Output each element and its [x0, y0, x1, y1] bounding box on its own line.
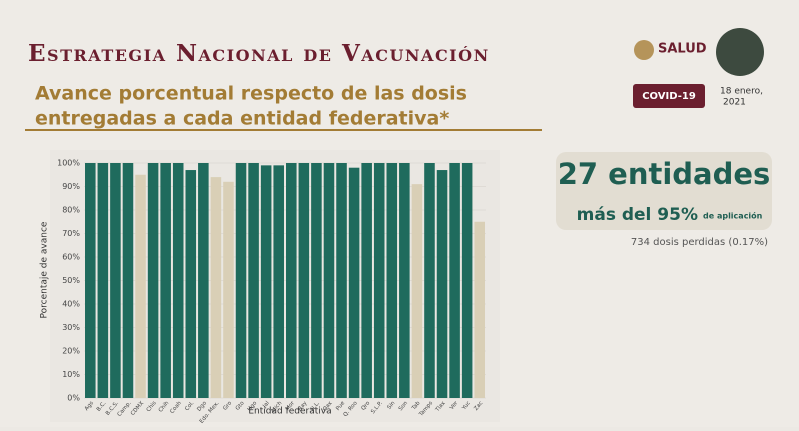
- bar: [424, 163, 435, 398]
- slide-title: Estrategia Nacional de Vacunación: [28, 40, 490, 67]
- bar: [260, 165, 272, 398]
- logo-2021: [716, 28, 764, 76]
- x-tick-label: Ags: [84, 400, 95, 412]
- x-tick-label: Nay: [297, 400, 309, 413]
- x-tick-label: Son: [398, 400, 410, 412]
- subtitle: Avance porcentual respecto de las dosis: [35, 83, 467, 105]
- bar: [147, 163, 159, 398]
- x-tick-label: Col.: [184, 400, 195, 412]
- highlight-box: [556, 152, 772, 230]
- bar: [135, 174, 146, 398]
- plot: 0% 10% 20% 30% 40% 50% 60% 70% 80% 90% 100% Ags B.C.…: [57, 159, 486, 425]
- y-tick-label: 70%: [62, 229, 80, 238]
- bar: [373, 163, 385, 398]
- bar: [348, 167, 360, 398]
- bar: [248, 163, 259, 398]
- x-tick-label: Yuc: [461, 400, 472, 412]
- bar: [474, 221, 485, 398]
- x-tick-label: Gro: [222, 400, 233, 412]
- x-tick-label: Zac: [473, 400, 484, 412]
- x-tick-label: Pue: [335, 400, 346, 412]
- x-tick-label: Ver: [449, 400, 460, 411]
- y-tick-label: 90%: [62, 182, 80, 191]
- date: 2021: [723, 98, 746, 108]
- bar: [172, 163, 184, 398]
- x-tick-label: Sin: [386, 400, 396, 411]
- badge-text: COVID-19: [642, 91, 696, 102]
- x-axis-label: Entidad federativa: [248, 407, 331, 417]
- logo-icon: [634, 40, 654, 60]
- date: 18 enero,: [720, 87, 763, 97]
- x-tick-label: B.C.: [96, 400, 108, 413]
- bar: [223, 181, 234, 398]
- y-tick-label: 60%: [62, 253, 80, 262]
- y-tick-label: 10%: [62, 370, 80, 379]
- bar: [298, 163, 310, 398]
- x-tick-label: Tab: [410, 400, 422, 412]
- highlight-sub: más del 95%: [577, 205, 698, 225]
- x-tick-label: Qro: [360, 400, 371, 412]
- bar: [449, 163, 460, 398]
- y-tick-label: 100%: [57, 159, 80, 168]
- bar: [273, 165, 284, 398]
- highlight-small: de aplicación: [703, 211, 763, 221]
- bar: [436, 170, 448, 398]
- bar: [122, 163, 134, 398]
- badge: [633, 84, 705, 108]
- y-axis-label: Porcentaje de avance: [40, 221, 50, 318]
- bar: [85, 163, 96, 398]
- subtitle: entregadas a cada entidad federativa*: [35, 108, 449, 130]
- x-tick-label: N.L.: [310, 400, 322, 412]
- y-tick-label: 50%: [62, 276, 80, 285]
- bar: [336, 163, 347, 398]
- bar: [210, 177, 222, 398]
- bar: [235, 163, 247, 398]
- y-tick-label: 30%: [62, 323, 80, 332]
- bar: [386, 163, 398, 398]
- bar: [286, 163, 297, 398]
- bar: [411, 184, 423, 398]
- x-tick-label: Gto: [235, 400, 246, 412]
- bar: [185, 170, 197, 398]
- logo-text: SALUD: [658, 42, 707, 57]
- highlight: 27 entidades: [558, 157, 771, 191]
- bar: [110, 163, 121, 398]
- y-tick-label: 0%: [67, 394, 80, 403]
- bar: [97, 163, 109, 398]
- y-tick-label: 20%: [62, 347, 80, 356]
- bar: [361, 163, 372, 398]
- bar: [323, 163, 335, 398]
- bar: [160, 163, 171, 398]
- bar: [198, 163, 209, 398]
- y-tick-label: 80%: [62, 206, 80, 215]
- y-tick-label: 40%: [62, 300, 80, 309]
- x-tick-label: Mor: [285, 400, 297, 412]
- x-tick-label: Jal: [261, 400, 271, 410]
- bar: [311, 163, 322, 398]
- bar: [461, 163, 473, 398]
- bar: [399, 163, 410, 398]
- note: 734 dosis perdidas (0.17%): [631, 237, 768, 248]
